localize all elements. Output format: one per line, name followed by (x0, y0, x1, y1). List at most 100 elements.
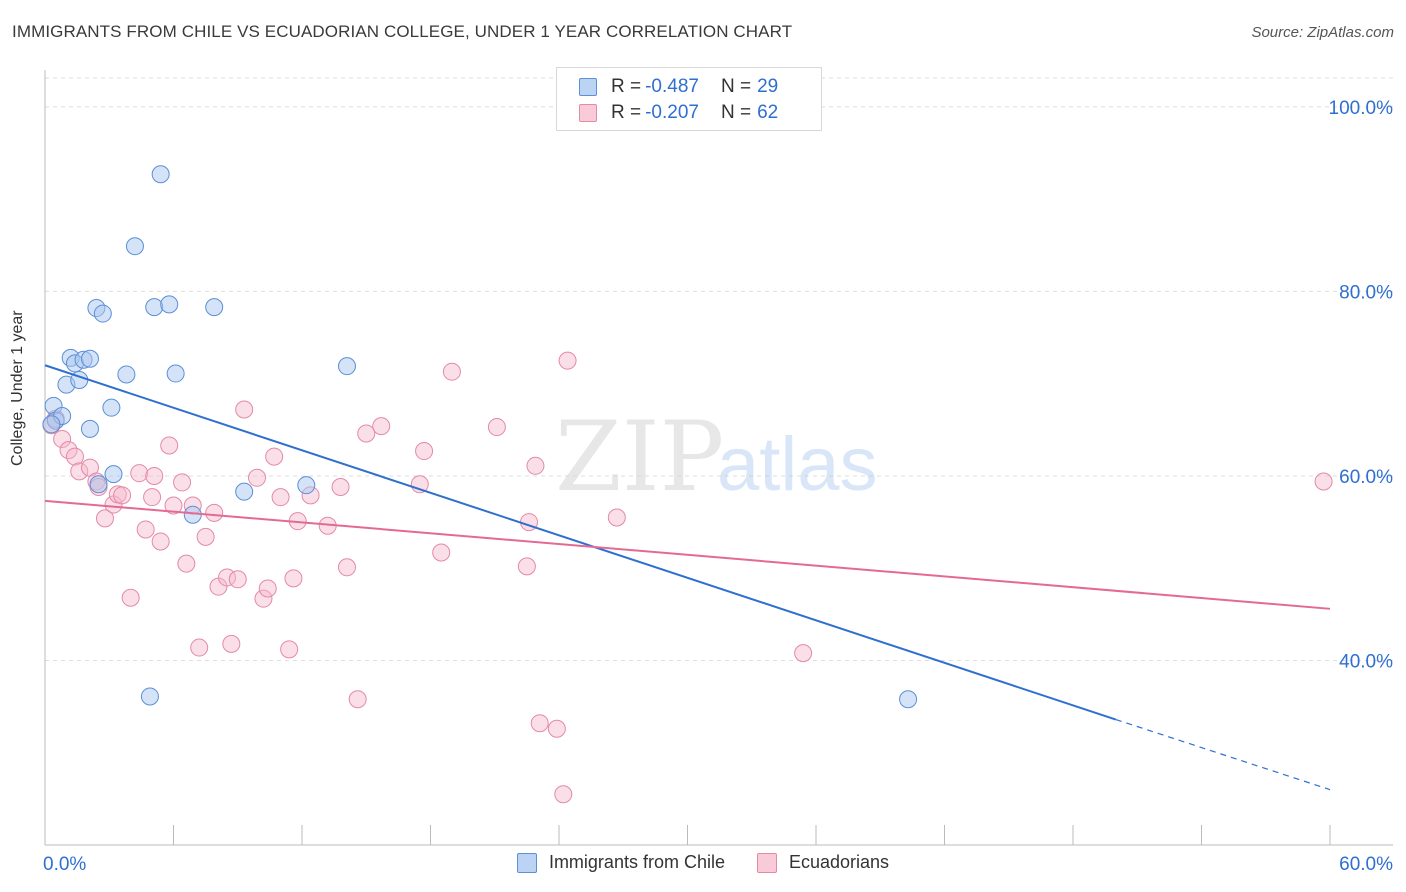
data-point-chile (145, 298, 164, 317)
source-label: Source: ZipAtlas.com (1251, 24, 1394, 41)
data-point-chile (80, 419, 99, 438)
trend-lines (44, 364, 1331, 791)
data-point-ecuadorians (348, 690, 367, 709)
data-point-ecuadorians (173, 473, 192, 492)
data-point-ecuadorians (235, 400, 254, 419)
data-point-chile (166, 364, 185, 383)
legend-r-label: R = (611, 76, 642, 97)
legend-swatch-blue (516, 852, 537, 873)
legend-n-label: N = (720, 76, 752, 97)
data-point-ecuadorians (65, 447, 84, 466)
data-point-ecuadorians (517, 557, 536, 576)
data-point-chile (297, 476, 316, 495)
legend-swatch-pink (579, 104, 597, 122)
legend-n-label: N = (720, 102, 752, 123)
legend-r-value: -0.207 (645, 102, 699, 123)
data-point-ecuadorians (113, 486, 132, 505)
data-point-ecuadorians (70, 462, 89, 481)
legend-swatch-blue (579, 78, 597, 96)
data-point-ecuadorians (196, 527, 215, 546)
series-legend: Immigrants from Chile Ecuadorians (0, 852, 1406, 873)
data-point-ecuadorians (554, 785, 573, 804)
legend-n-value: 29 (757, 76, 779, 97)
y-tick-label: 100.0% (1329, 98, 1394, 119)
x-tick-label: 60.0% (1339, 854, 1393, 875)
trend-line-chile-extension (1115, 718, 1331, 791)
data-point-chile (899, 690, 918, 709)
data-point-ecuadorians (177, 554, 196, 573)
data-point-ecuadorians (265, 447, 284, 466)
data-point-ecuadorians (143, 488, 162, 507)
legend-row-ecuadorians: R = -0.207 N = 62 (579, 101, 778, 125)
data-point-ecuadorians (190, 638, 209, 657)
data-point-ecuadorians (442, 362, 461, 381)
data-point-ecuadorians (151, 532, 170, 551)
data-point-ecuadorians (130, 464, 149, 483)
data-point-chile (160, 295, 179, 314)
data-point-chile (337, 357, 356, 376)
data-point-chile (104, 465, 123, 484)
data-point-chile (117, 365, 136, 384)
data-point-ecuadorians (415, 442, 434, 461)
data-point-ecuadorians (607, 508, 626, 527)
legend-n-value: 62 (757, 102, 779, 123)
chart-title: IMMIGRANTS FROM CHILE VS ECUADORIAN COLL… (12, 22, 793, 41)
data-point-ecuadorians (547, 719, 566, 738)
data-point-ecuadorians (337, 558, 356, 577)
data-point-ecuadorians (136, 520, 155, 539)
data-point-ecuadorians (526, 456, 545, 475)
data-point-chile (205, 298, 224, 317)
legend-item-ecuadorians[interactable]: Ecuadorians (756, 852, 890, 873)
data-point-ecuadorians (53, 430, 72, 449)
data-point-chile (235, 482, 254, 501)
data-point-chile (102, 398, 121, 417)
data-point-ecuadorians (1314, 472, 1333, 491)
trend-line-ecuadorians (44, 499, 1331, 610)
data-point-ecuadorians (280, 640, 299, 659)
x-tick-label: 0.0% (43, 854, 86, 875)
data-point-ecuadorians (530, 714, 549, 733)
data-point-ecuadorians (794, 644, 813, 663)
data-point-ecuadorians (372, 417, 391, 436)
tick-labels: 40.0% 60.0% 80.0% 100.0% 0.0% 60.0% (43, 98, 1393, 875)
correlation-legend: R = -0.487 N = 29 R = -0.207 N = 62 (556, 67, 822, 131)
data-point-ecuadorians (205, 503, 224, 522)
chile-points (42, 165, 918, 709)
data-point-ecuadorians (59, 441, 78, 460)
data-point-ecuadorians (95, 509, 114, 528)
axes (44, 70, 1393, 846)
data-point-chile (89, 475, 108, 494)
data-point-ecuadorians (357, 424, 376, 443)
data-point-ecuadorians (164, 496, 183, 515)
data-point-ecuadorians (331, 478, 350, 497)
y-tick-label: 60.0% (1339, 467, 1393, 488)
data-point-chile (125, 237, 144, 256)
grid (45, 77, 1393, 661)
data-point-ecuadorians (160, 436, 179, 455)
watermark-zip: ZIP (555, 401, 724, 513)
data-point-ecuadorians (271, 488, 290, 507)
data-point-ecuadorians (432, 543, 451, 562)
data-point-ecuadorians (284, 569, 303, 588)
data-point-ecuadorians (487, 418, 506, 437)
trend-line-chile (44, 364, 1117, 721)
legend-r-value: -0.487 (645, 76, 699, 97)
legend-r-label: R = (611, 102, 642, 123)
data-point-ecuadorians (258, 579, 277, 598)
data-point-ecuadorians (228, 570, 247, 589)
legend-swatch-pink (756, 852, 777, 873)
data-point-chile (140, 687, 159, 706)
legend-item-chile[interactable]: Immigrants from Chile (516, 852, 725, 873)
data-point-ecuadorians (558, 351, 577, 370)
data-point-chile (93, 304, 112, 323)
y-tick-label: 40.0% (1339, 651, 1393, 672)
data-point-ecuadorians (145, 466, 164, 485)
data-point-ecuadorians (222, 634, 241, 653)
legend-label-ecuadorians: Ecuadorians (788, 852, 890, 872)
data-point-ecuadorians (248, 468, 267, 487)
data-point-ecuadorians (121, 588, 140, 607)
data-point-chile (42, 415, 61, 434)
legend-row-chile: R = -0.487 N = 29 (579, 75, 778, 99)
data-point-chile (151, 165, 170, 184)
